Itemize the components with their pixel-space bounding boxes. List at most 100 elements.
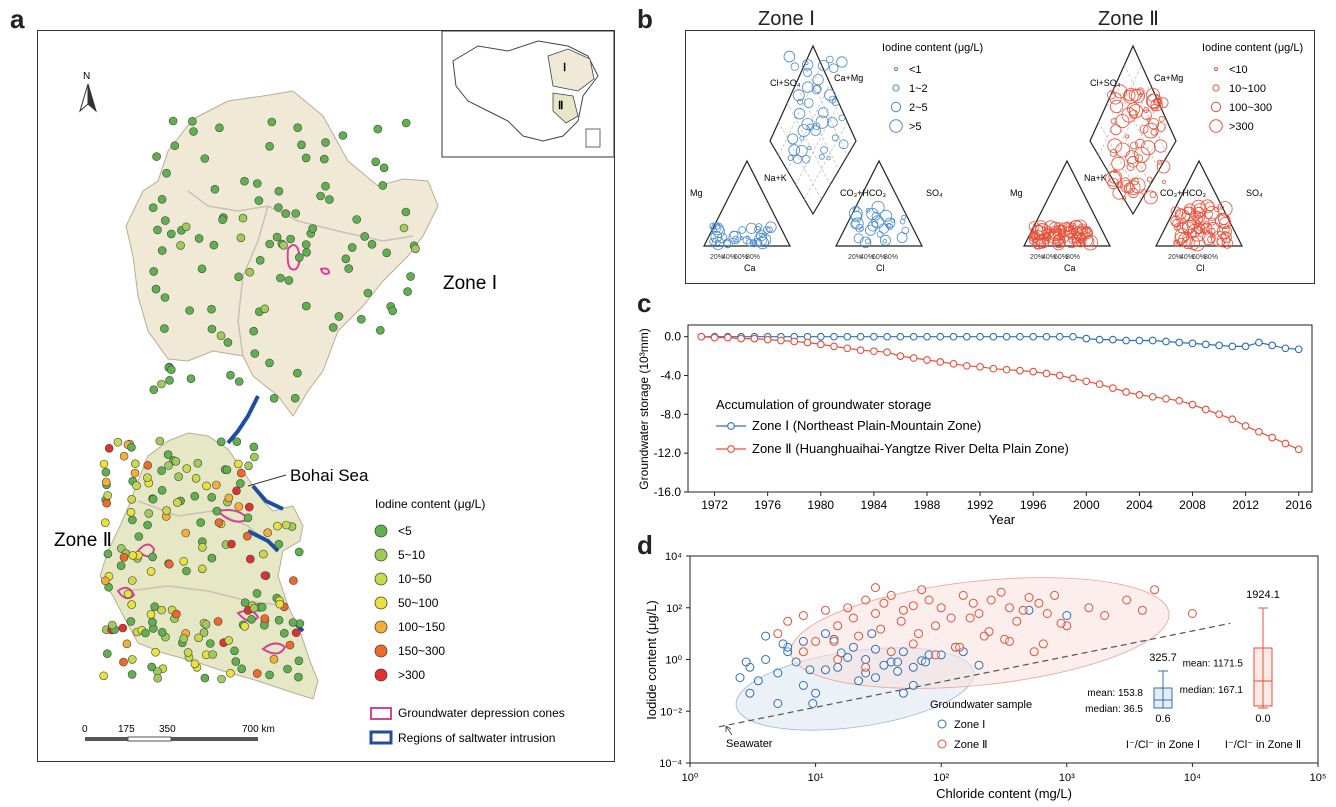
- piper-legend-marker: [1210, 101, 1222, 113]
- piper-sample: [739, 235, 744, 240]
- pct-tick: 40%: [860, 254, 874, 261]
- map-sample-dot: [273, 521, 282, 531]
- map-sample-dot: [344, 264, 354, 273]
- piper-sample: [803, 98, 814, 108]
- grid-line: [795, 102, 840, 185]
- pct-tick: 20%: [848, 254, 862, 261]
- series-point-0: [1228, 342, 1237, 351]
- scatter-point-zone2: [879, 598, 889, 608]
- piper-legend-label-1: 1~2: [909, 83, 928, 95]
- pct-tick: 40%: [1042, 254, 1056, 261]
- map-sample-dot: [234, 272, 243, 282]
- map-sample-dot: [116, 561, 126, 571]
- central-diamond: [769, 44, 857, 216]
- map-sample-dot: [127, 670, 137, 679]
- map-sample-dot: [172, 609, 181, 619]
- box-plot-0: 325.7 mean: 153.8 median: 36.5 0.6 I⁻/Cl⁻ in…: [1085, 652, 1200, 751]
- piper-sample: [886, 222, 892, 229]
- grid-line: [1098, 64, 1142, 156]
- scatter-point-zone2: [1024, 593, 1034, 602]
- x-tick-label: 1976: [754, 498, 781, 512]
- piper-sample: [801, 118, 814, 131]
- legend-label-4: 100~150: [398, 620, 445, 634]
- x-tick-label: 1992: [967, 498, 994, 512]
- piper-sample: [1176, 238, 1185, 246]
- legend-marker-0: [727, 422, 735, 430]
- piper-sample: [826, 55, 834, 64]
- scatter-point-zone1: [854, 676, 864, 686]
- map-sample-dot: [101, 518, 110, 528]
- map-sample-dot: [274, 539, 284, 549]
- seawater-label: Seawater: [726, 738, 773, 750]
- piper-sample: [1029, 233, 1035, 239]
- scatter-point-zone2: [908, 639, 918, 649]
- piper-sample: [717, 232, 728, 244]
- x-tick-label: 2012: [1232, 498, 1259, 512]
- scatter-point-zone2: [1005, 603, 1014, 613]
- map-sample-dot: [200, 673, 210, 683]
- scatter-point-zone1: [974, 660, 984, 670]
- piper-sample: [1146, 117, 1151, 122]
- map-sample-dot: [123, 589, 133, 599]
- map-sample-dot: [274, 203, 283, 212]
- map-sample-dot: [388, 306, 398, 316]
- map-sample-dot: [293, 368, 302, 378]
- map-sample-dot: [223, 338, 233, 347]
- piper-sample: [762, 226, 771, 234]
- map-sample-dot: [286, 234, 295, 244]
- map-sample-dot: [244, 461, 253, 471]
- piper-sample: [812, 122, 821, 130]
- piper-sample: [1052, 234, 1066, 249]
- map-sample-dot: [253, 179, 262, 188]
- pct-tick: 60%: [1192, 254, 1206, 261]
- map-sample-dot: [183, 648, 193, 657]
- piper-sample: [711, 222, 722, 233]
- map-sample-dot: [237, 664, 246, 674]
- scatter-point-zone2: [871, 609, 880, 618]
- map-sample-dot: [173, 498, 182, 507]
- piper-sample: [797, 124, 811, 137]
- zone1-label: Zone Ⅰ: [443, 273, 497, 294]
- map-sample-dot: [119, 657, 128, 667]
- x-tick-label: 1972: [701, 498, 728, 512]
- series-point-1: [737, 334, 745, 343]
- map-sample-dot: [280, 628, 289, 638]
- piper-sample: [901, 214, 907, 220]
- grid-line: [1106, 83, 1151, 171]
- map-sample-dot: [134, 532, 144, 541]
- piper-sample: [1149, 191, 1157, 199]
- map-sample-dot: [128, 515, 137, 525]
- series-point-1: [1042, 369, 1051, 378]
- scatter-point-zone2: [968, 598, 978, 608]
- map-sample-dot: [168, 116, 178, 126]
- map-sample-dot: [148, 617, 157, 627]
- map-sample-dot: [143, 460, 152, 470]
- map-sample-dot: [167, 365, 176, 375]
- scatter-point-zone1: [808, 699, 818, 708]
- scatter-point-zone2: [986, 595, 996, 605]
- map-sample-dot: [224, 493, 234, 503]
- legend-label-2: 10~50: [398, 572, 432, 586]
- scatter-point-zone1: [821, 665, 830, 675]
- scatter-point-zone1: [741, 657, 751, 667]
- series-point-0: [843, 332, 852, 341]
- map-sample-dot: [207, 304, 216, 314]
- piper-sample: [1121, 196, 1127, 201]
- piper-sample: [1158, 115, 1165, 122]
- piper-sample: [1220, 231, 1230, 240]
- piper-sample: [1136, 87, 1145, 96]
- series-point-1: [870, 347, 878, 356]
- piper-sample: [1143, 190, 1158, 205]
- piper-sample: [1109, 99, 1124, 114]
- piper-sample: [864, 238, 871, 245]
- piper-legend-label-1: 10~100: [1229, 83, 1266, 95]
- series-point-0: [1042, 332, 1051, 341]
- legend-title: Groundwater sample: [930, 699, 1032, 711]
- series-point-1: [1255, 427, 1263, 436]
- map-sample-dot: [379, 163, 389, 173]
- y-tick-label: -12.0: [654, 446, 682, 460]
- map-sample-dot: [254, 196, 264, 205]
- map-sample-dot: [291, 628, 301, 638]
- scatter-point-zone2: [965, 613, 975, 623]
- piper-sample: [818, 59, 830, 72]
